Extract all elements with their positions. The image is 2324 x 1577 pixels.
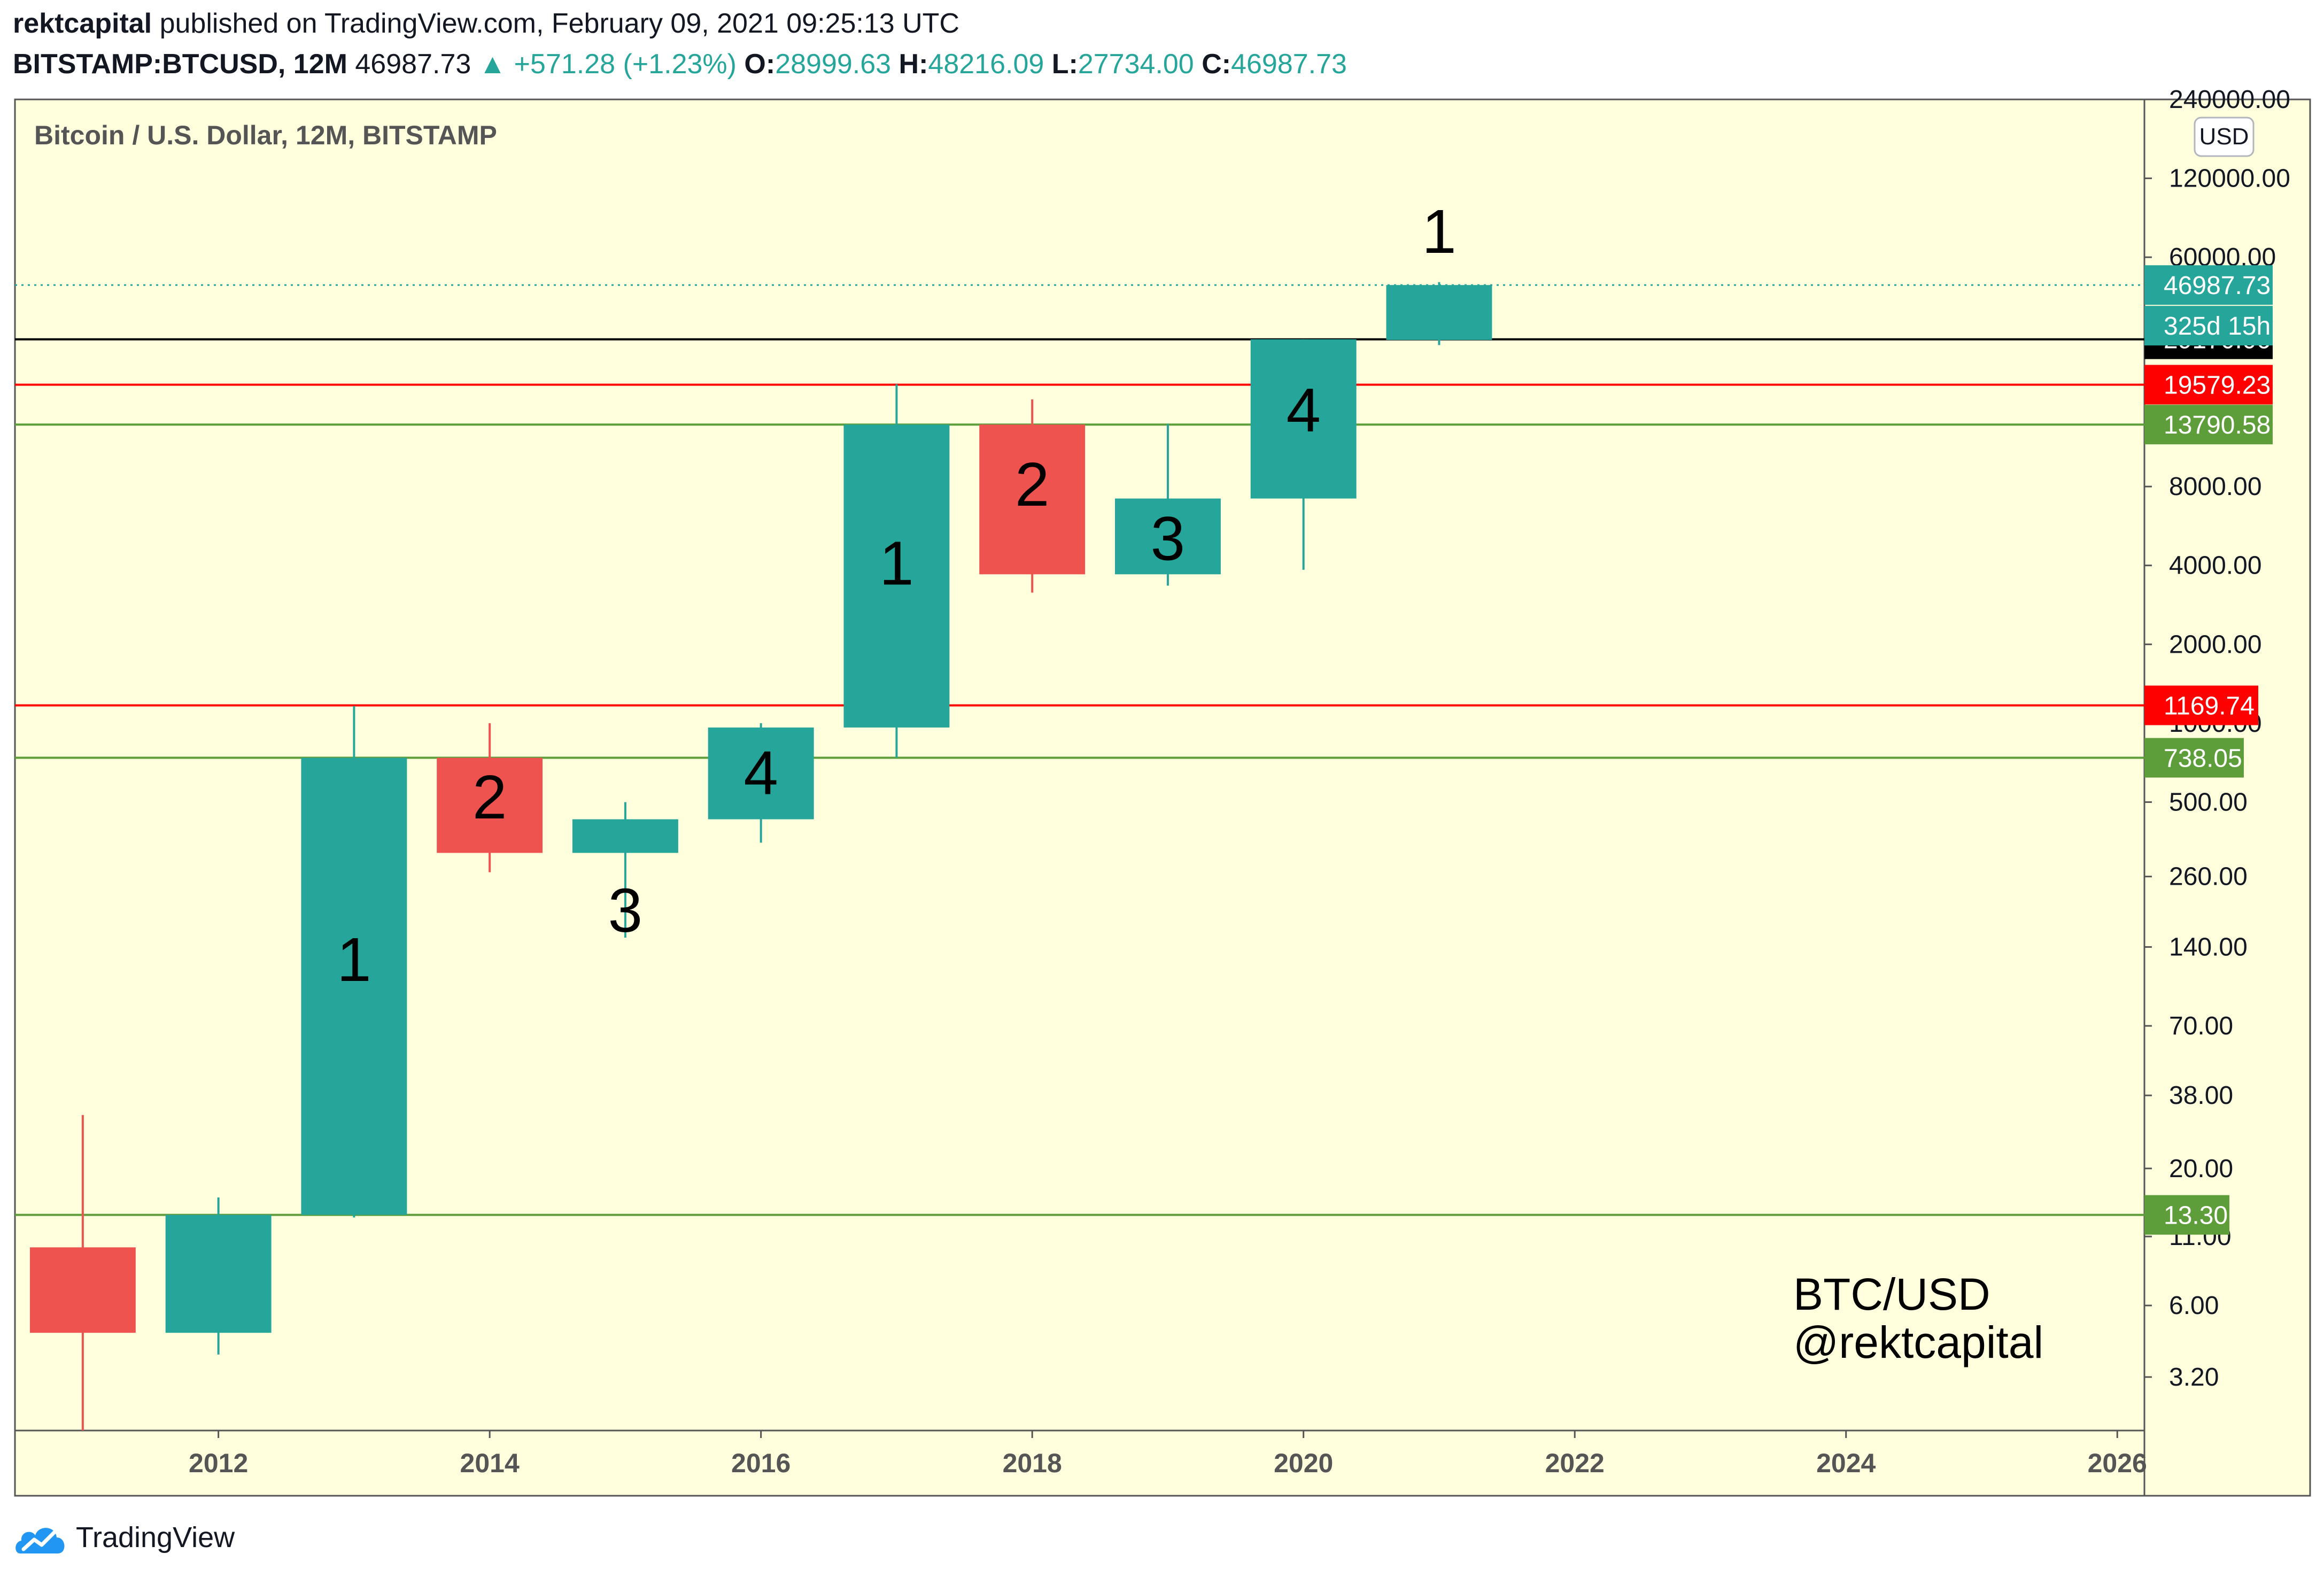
- countdown-badge-bg: [2144, 306, 2273, 346]
- countdown-badge: 325d 15h: [2164, 312, 2271, 341]
- x-tick-label: 2020: [1274, 1448, 1333, 1478]
- price-badge-0-bg: [2144, 265, 2273, 305]
- y-tick-label: 500.00: [2169, 788, 2248, 816]
- footer: TradingView: [13, 1516, 235, 1559]
- up-arrow-icon: ▲: [478, 49, 507, 80]
- x-tick-label: 2024: [1816, 1448, 1876, 1478]
- price-badge-3-bg: [2144, 405, 2273, 445]
- price-badge-4: 1169.74: [2164, 692, 2255, 720]
- y-tick-label: 120000.00: [2169, 165, 2290, 193]
- y-tick-label: 70.00: [2169, 1012, 2233, 1040]
- high-label: H:: [898, 49, 928, 80]
- candle-body-2012[interactable]: [165, 1215, 272, 1333]
- y-tick-label: 38.00: [2169, 1081, 2233, 1110]
- y-tick-label: 20.00: [2169, 1155, 2233, 1183]
- close-value: 46987.73: [1231, 49, 1347, 80]
- count-label-8: 1: [1422, 197, 1457, 266]
- price-badge-2-bg: [2144, 365, 2273, 405]
- price-badges: 46987.7329170.0619579.2313790.581169.747…: [2144, 265, 2273, 1235]
- x-tick-label: 2026: [2088, 1448, 2147, 1478]
- candle-body-2020[interactable]: [1250, 339, 1357, 499]
- low-label: L:: [1051, 49, 1078, 80]
- y-tick-label: 140.00: [2169, 933, 2248, 961]
- y-tick-label: 3.20: [2169, 1363, 2219, 1392]
- low-value: 27734.00: [1078, 49, 1194, 80]
- symbol-name: BITSTAMP:BTCUSD, 12M: [13, 49, 347, 80]
- price-badge-4-bg: [2144, 685, 2258, 725]
- candle-body-2013[interactable]: [301, 757, 407, 1215]
- y-tick-label: 2000.00: [2169, 630, 2262, 659]
- count-label-4: 1: [879, 529, 914, 598]
- candle-body-2015[interactable]: [572, 819, 678, 853]
- currency-button-label[interactable]: USD: [2199, 123, 2249, 150]
- x-tick-label: 2012: [189, 1448, 248, 1478]
- candle-body-2016[interactable]: [708, 727, 814, 820]
- x-tick-label: 2018: [1003, 1448, 1062, 1478]
- chart-title: Bitcoin / U.S. Dollar, 12M, BITSTAMP: [34, 120, 497, 150]
- currency-button[interactable]: [2194, 117, 2255, 157]
- price-badge-0: 46987.73: [2164, 272, 2271, 300]
- watermark-line-1: BTC/USD: [1793, 1269, 1990, 1319]
- tradingview-brand[interactable]: TradingView: [76, 1521, 235, 1553]
- watermark-line-2: @rektcapital: [1793, 1317, 2043, 1367]
- author-name[interactable]: rektcapital: [13, 8, 152, 39]
- tradingview-logo-icon[interactable]: [13, 1518, 68, 1557]
- count-label-1: 2: [472, 762, 507, 832]
- y-tick-label: 4000.00: [2169, 552, 2262, 580]
- price-badge-5: 738.05: [2164, 745, 2242, 773]
- count-label-7: 4: [1286, 375, 1321, 445]
- open-value: 28999.63: [775, 49, 892, 80]
- price-axis[interactable]: 3.206.0011.0020.0038.0070.00140.00260.00…: [2144, 86, 2290, 1392]
- chart-frame: [14, 98, 2311, 1497]
- publish-info: rektcapital published on TradingView.com…: [13, 7, 959, 40]
- last-price: 46987.73: [355, 49, 471, 80]
- price-badge-6: 13.30: [2164, 1202, 2228, 1230]
- close-label: C:: [1202, 49, 1231, 80]
- candle-body-2017[interactable]: [843, 424, 950, 728]
- count-label-5: 2: [1015, 450, 1050, 519]
- high-value: 48216.09: [928, 49, 1044, 80]
- price-badge-3: 13790.58: [2164, 411, 2271, 439]
- count-label-2: 3: [608, 876, 643, 945]
- count-label-0: 1: [337, 925, 371, 994]
- open-label: O:: [744, 49, 776, 80]
- count-label-3: 4: [743, 738, 778, 807]
- count-label-6: 3: [1151, 504, 1186, 573]
- candles: [29, 282, 1492, 1431]
- x-tick-label: 2016: [731, 1448, 791, 1478]
- price-badge-5-bg: [2144, 738, 2244, 778]
- candle-count-labels: 1 2 3 4 1 2 3 4 1: [337, 197, 1457, 994]
- y-tick-label: 8000.00: [2169, 473, 2262, 501]
- price-change: +571.28 (+1.23%): [514, 49, 737, 80]
- candle-body-2018[interactable]: [979, 424, 1086, 575]
- candle-body-2014[interactable]: [437, 757, 543, 853]
- time-axis[interactable]: 2012 2014 2016 2018 2020 2022 2024 2026: [189, 1431, 2147, 1478]
- x-tick-label: 2014: [460, 1448, 520, 1478]
- candle-body-2011[interactable]: [29, 1247, 136, 1333]
- y-tick-label: 240000.00: [2169, 86, 2290, 114]
- candle-body-2019[interactable]: [1114, 498, 1221, 575]
- y-tick-label: 6.00: [2169, 1292, 2219, 1320]
- price-badge-6-bg: [2144, 1195, 2229, 1235]
- price-badge-2: 19579.23: [2164, 372, 2271, 400]
- symbol-info: BITSTAMP:BTCUSD, 12M 46987.73 ▲ +571.28 …: [13, 48, 1347, 80]
- y-tick-label: 260.00: [2169, 863, 2248, 891]
- published-text: published on TradingView.com, February 0…: [152, 8, 959, 39]
- x-tick-label: 2022: [1545, 1448, 1605, 1478]
- candle-body-2021[interactable]: [1386, 285, 1492, 340]
